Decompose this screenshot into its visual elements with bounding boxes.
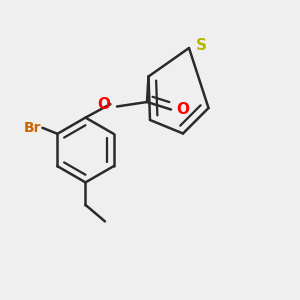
Text: O: O [176,102,189,117]
Text: S: S [196,38,207,52]
Text: O: O [98,97,110,112]
Text: Br: Br [23,121,41,135]
